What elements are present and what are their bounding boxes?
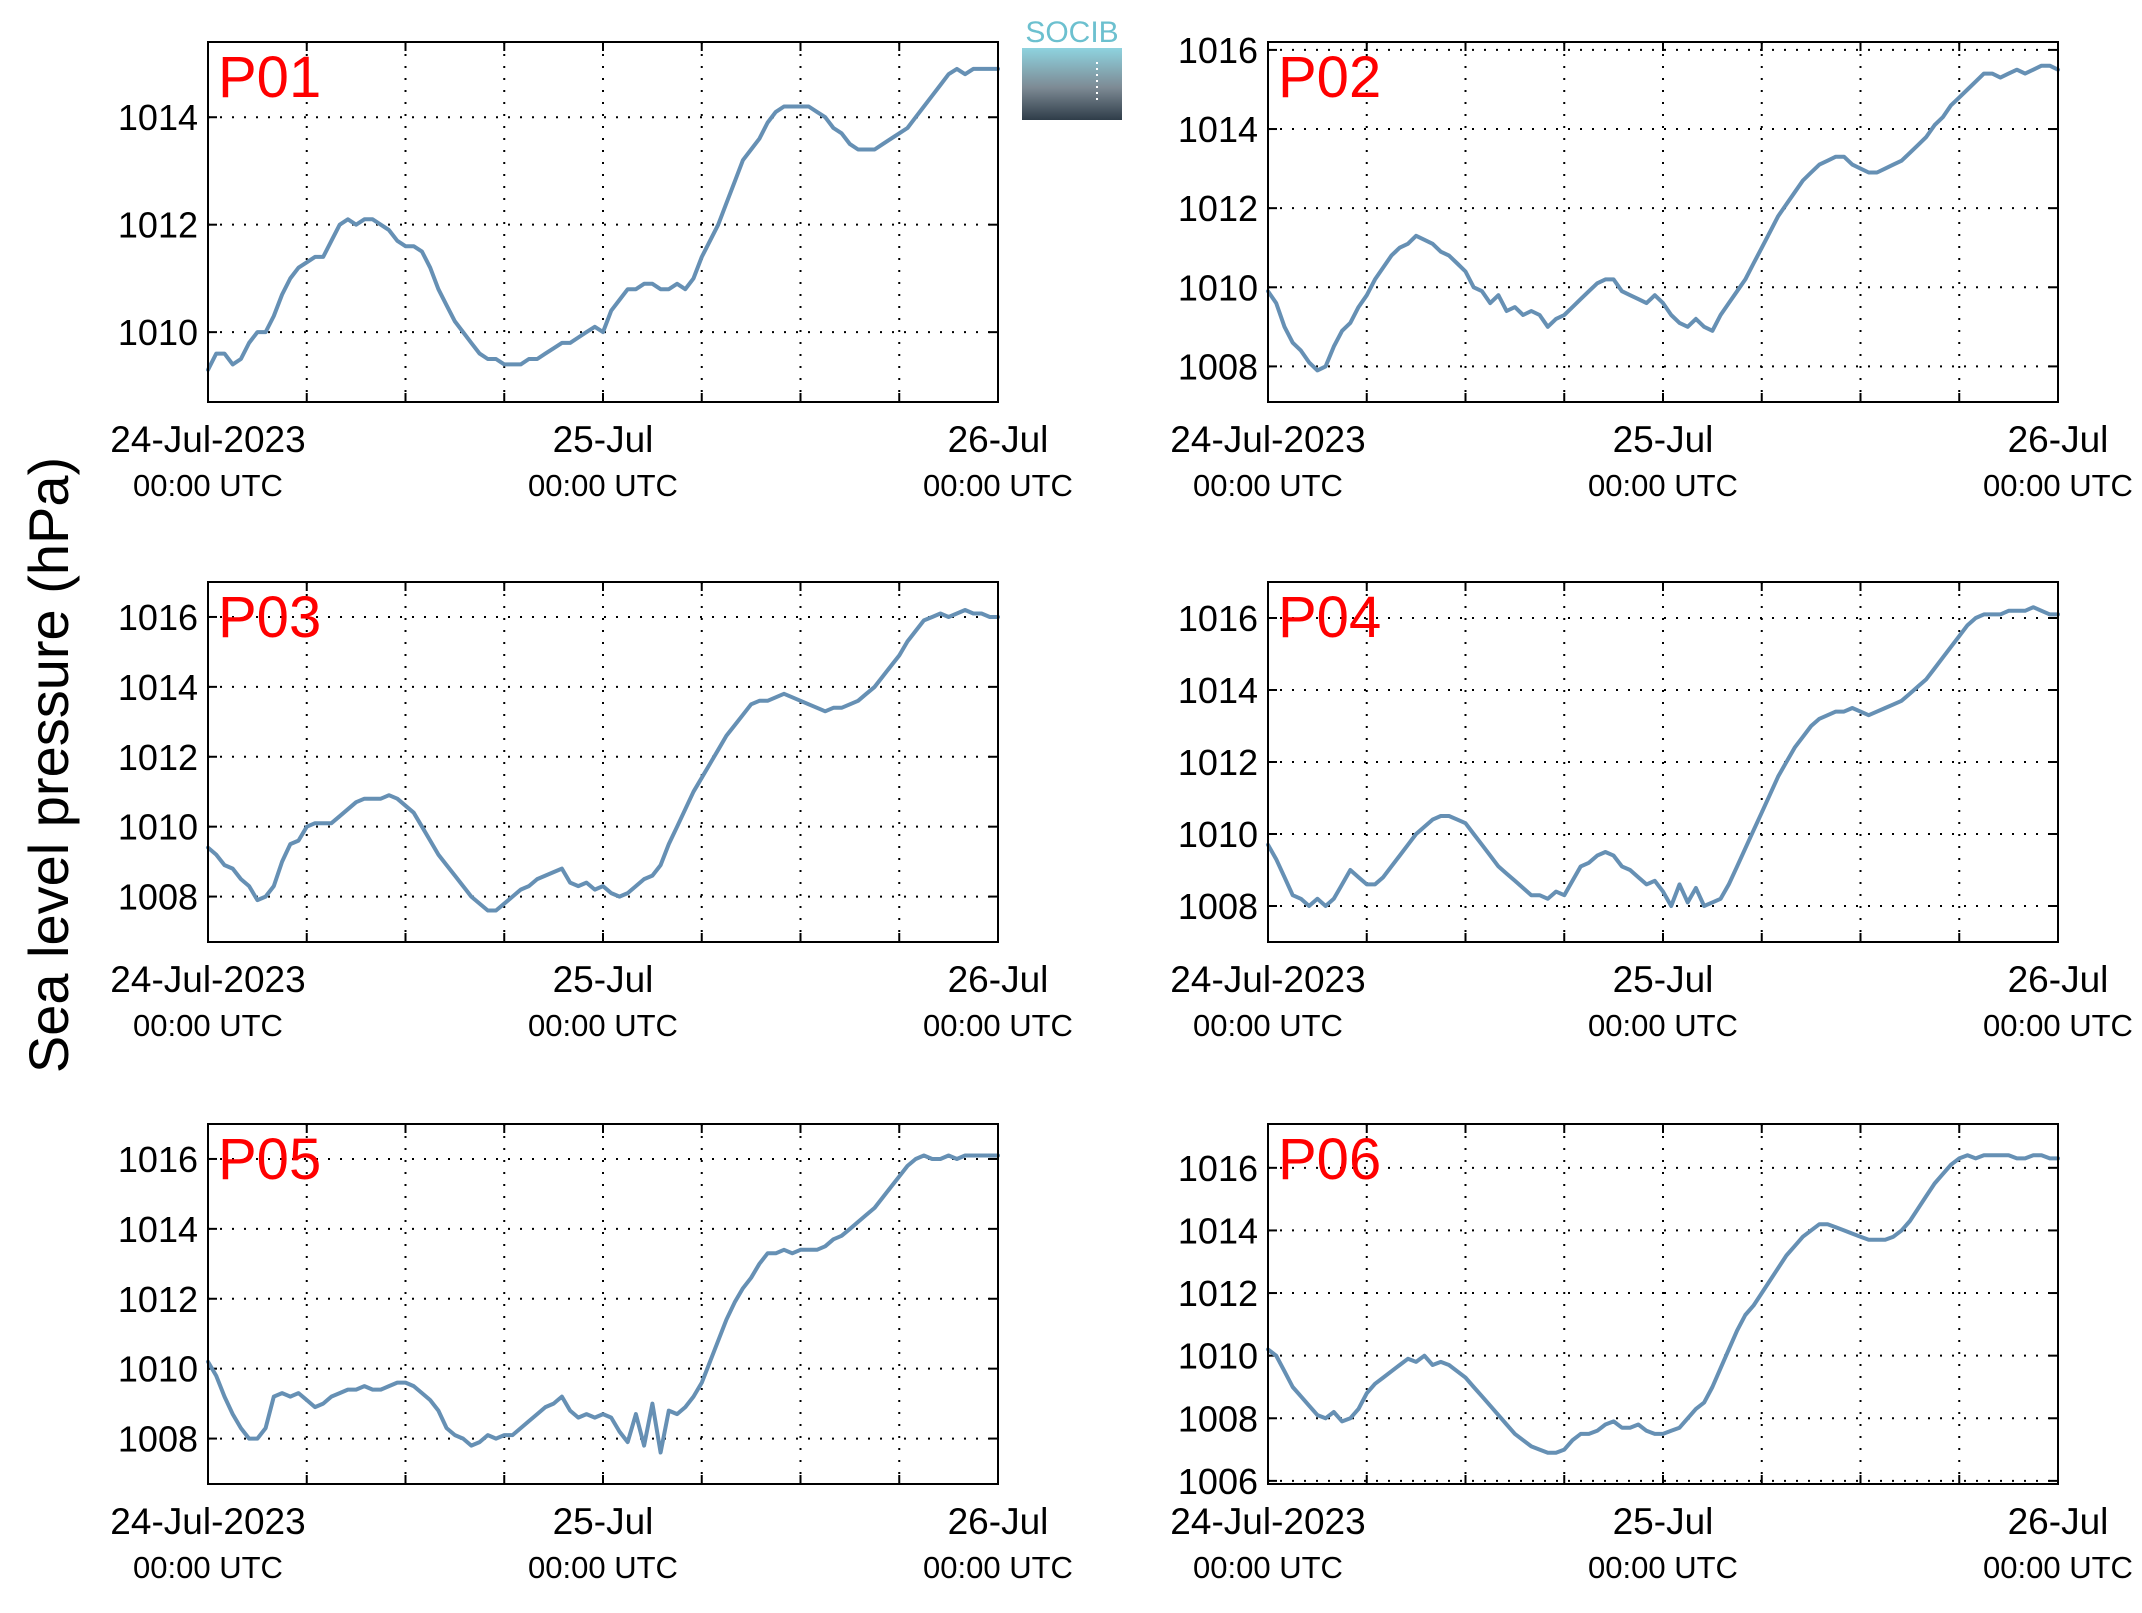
axes-frame xyxy=(207,1123,999,1485)
y-tick-label: 1010 xyxy=(1178,1336,1258,1377)
x-tick-label-time: 00:00 UTC xyxy=(133,1550,283,1585)
figure-y-axis-label: Sea level pressure (hPa) xyxy=(17,457,80,1073)
y-tick-label: 1010 xyxy=(118,807,198,848)
panel-title: P02 xyxy=(1278,45,1381,110)
socib-logo: SOCIB xyxy=(1022,16,1122,120)
x-tick-label-date: 25-Jul xyxy=(1613,419,1714,460)
x-tick-label-date: 24-Jul-2023 xyxy=(110,959,305,1000)
x-tick-label-date: 24-Jul-2023 xyxy=(1170,959,1365,1000)
x-tick-label-date: 25-Jul xyxy=(1613,959,1714,1000)
series-line-p01 xyxy=(206,66,1000,372)
panels: 1010 1012 1014 24-Jul-2023 00:00 UTC 25-Jul 00… xyxy=(110,30,2133,1585)
series-line-p06 xyxy=(1266,1153,2060,1455)
x-tick-label-date: 24-Jul-2023 xyxy=(110,419,305,460)
y-tick-label: 1012 xyxy=(118,737,198,778)
x-tick-label-time: 00:00 UTC xyxy=(1983,468,2133,503)
y-tick-label: 1010 xyxy=(118,312,198,353)
x-tick-label-time: 00:00 UTC xyxy=(1983,1550,2133,1585)
y-tick-label: 1016 xyxy=(1178,598,1258,639)
panel-title: P03 xyxy=(218,585,321,650)
y-tick-label: 1008 xyxy=(118,1419,198,1460)
x-tick-label-time: 00:00 UTC xyxy=(1588,1008,1738,1043)
panel-title: P06 xyxy=(1278,1127,1381,1192)
x-tick-label-date: 25-Jul xyxy=(553,1501,654,1542)
axes-frame xyxy=(207,41,999,403)
x-tick-label-date: 26-Jul xyxy=(2008,1501,2109,1542)
x-tick-label-date: 25-Jul xyxy=(553,419,654,460)
socib-logo-text: SOCIB xyxy=(1025,16,1118,49)
y-tick-label: 1014 xyxy=(1178,1210,1258,1251)
x-tick-label-time: 00:00 UTC xyxy=(528,1008,678,1043)
y-tick-label: 1012 xyxy=(118,1279,198,1320)
y-tick-label: 1014 xyxy=(118,1209,198,1250)
x-tick-label-time: 00:00 UTC xyxy=(133,1008,283,1043)
y-tick-label: 1014 xyxy=(1178,670,1258,711)
x-tick-label-date: 26-Jul xyxy=(948,419,1049,460)
series-line-p03 xyxy=(206,608,1000,913)
y-tick-label: 1008 xyxy=(1178,886,1258,927)
y-tick-label: 1008 xyxy=(1178,1398,1258,1439)
y-tick-label: 1006 xyxy=(1178,1461,1258,1502)
x-tick-label-time: 00:00 UTC xyxy=(1588,1550,1738,1585)
x-tick-label-date: 26-Jul xyxy=(948,959,1049,1000)
x-tick-label-date: 24-Jul-2023 xyxy=(110,1501,305,1542)
panel-p04: 1008 1010 1012 1014 1016 24-Jul-2023 00:00 UTC… xyxy=(1170,581,2133,1043)
x-tick-label-date: 24-Jul-2023 xyxy=(1170,1501,1365,1542)
y-tick-label: 1016 xyxy=(118,597,198,638)
x-tick-label-time: 00:00 UTC xyxy=(1983,1008,2133,1043)
panel-p03: 1008 1010 1012 1014 1016 24-Jul-2023 00:00 UTC… xyxy=(110,581,1073,1043)
axes-frame xyxy=(1267,581,2059,943)
series-line-p02 xyxy=(1266,63,2060,373)
y-tick-label: 1016 xyxy=(1178,1148,1258,1189)
y-tick-label: 1010 xyxy=(1178,814,1258,855)
x-tick-label-time: 00:00 UTC xyxy=(923,468,1073,503)
x-tick-label-time: 00:00 UTC xyxy=(1193,1550,1343,1585)
x-tick-label-date: 25-Jul xyxy=(553,959,654,1000)
y-tick-label: 1016 xyxy=(118,1139,198,1180)
x-tick-label-date: 24-Jul-2023 xyxy=(1170,419,1365,460)
y-tick-label: 1012 xyxy=(1178,188,1258,229)
panel-p05: 1008 1010 1012 1014 1016 24-Jul-2023 00:00 UTC… xyxy=(110,1123,1073,1585)
y-tick-label: 1010 xyxy=(118,1349,198,1390)
y-tick-label: 1014 xyxy=(118,667,198,708)
series-line-p05 xyxy=(206,1153,1000,1455)
y-tick-label: 1010 xyxy=(1178,267,1258,308)
panel-title: P04 xyxy=(1278,585,1381,650)
y-tick-label: 1012 xyxy=(1178,742,1258,783)
y-tick-label: 1012 xyxy=(1178,1273,1258,1314)
y-tick-label: 1016 xyxy=(1178,30,1258,71)
panel-p01: 1010 1012 1014 24-Jul-2023 00:00 UTC 25-Jul 00… xyxy=(110,41,1073,503)
x-tick-label-time: 00:00 UTC xyxy=(133,468,283,503)
axes-frame xyxy=(1267,1123,2059,1485)
axes-frame xyxy=(207,581,999,943)
x-tick-label-time: 00:00 UTC xyxy=(1193,468,1343,503)
panel-title: P01 xyxy=(218,45,321,110)
y-tick-label: 1014 xyxy=(1178,109,1258,150)
x-tick-label-time: 00:00 UTC xyxy=(528,468,678,503)
y-tick-label: 1012 xyxy=(118,205,198,246)
x-tick-label-time: 00:00 UTC xyxy=(923,1550,1073,1585)
x-tick-label-time: 00:00 UTC xyxy=(1588,468,1738,503)
series-line-p04 xyxy=(1266,605,2060,908)
axes-frame xyxy=(1267,41,2059,403)
y-tick-label: 1008 xyxy=(1178,346,1258,387)
socib-logo-badge xyxy=(1022,48,1122,120)
y-tick-label: 1008 xyxy=(118,877,198,918)
x-tick-label-date: 26-Jul xyxy=(2008,959,2109,1000)
y-tick-label: 1014 xyxy=(118,97,198,138)
x-tick-label-date: 25-Jul xyxy=(1613,1501,1714,1542)
panel-p02: 1008 1010 1012 1014 1016 24-Jul-2023 00:00 UTC… xyxy=(1170,30,2133,503)
panel-title: P05 xyxy=(218,1127,321,1192)
x-tick-label-date: 26-Jul xyxy=(2008,419,2109,460)
x-tick-label-time: 00:00 UTC xyxy=(1193,1008,1343,1043)
x-tick-label-time: 00:00 UTC xyxy=(923,1008,1073,1043)
x-tick-label-time: 00:00 UTC xyxy=(528,1550,678,1585)
x-tick-label-date: 26-Jul xyxy=(948,1501,1049,1542)
panel-p06: 1006 1008 1010 1012 1014 1016 24-Jul-2023 00:00… xyxy=(1170,1123,2133,1585)
